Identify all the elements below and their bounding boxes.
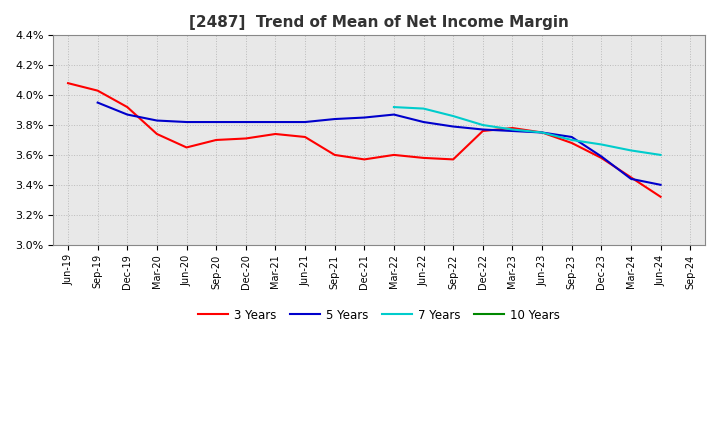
5 Years xyxy=(626,176,635,181)
5 Years xyxy=(479,127,487,132)
5 Years xyxy=(123,112,132,117)
3 Years xyxy=(419,155,428,161)
5 Years xyxy=(94,100,102,105)
7 Years xyxy=(538,130,546,135)
7 Years xyxy=(390,104,398,110)
5 Years xyxy=(241,119,250,125)
5 Years xyxy=(597,154,606,159)
5 Years xyxy=(301,119,310,125)
5 Years xyxy=(182,119,191,125)
3 Years xyxy=(94,88,102,93)
3 Years xyxy=(301,134,310,139)
5 Years xyxy=(271,119,280,125)
Line: 7 Years: 7 Years xyxy=(394,107,660,155)
5 Years xyxy=(449,124,457,129)
5 Years xyxy=(656,182,665,187)
5 Years xyxy=(538,130,546,135)
3 Years xyxy=(508,125,517,131)
3 Years xyxy=(360,157,369,162)
7 Years xyxy=(508,127,517,132)
3 Years xyxy=(241,136,250,141)
3 Years xyxy=(153,132,161,137)
3 Years xyxy=(390,152,398,158)
5 Years xyxy=(212,119,220,125)
Legend: 3 Years, 5 Years, 7 Years, 10 Years: 3 Years, 5 Years, 7 Years, 10 Years xyxy=(194,304,564,326)
7 Years xyxy=(449,114,457,119)
3 Years xyxy=(626,175,635,180)
3 Years xyxy=(182,145,191,150)
3 Years xyxy=(567,140,576,146)
5 Years xyxy=(508,128,517,134)
5 Years xyxy=(567,134,576,139)
3 Years xyxy=(212,137,220,143)
3 Years xyxy=(123,104,132,110)
3 Years xyxy=(656,194,665,199)
7 Years xyxy=(597,142,606,147)
3 Years xyxy=(271,132,280,137)
7 Years xyxy=(419,106,428,111)
7 Years xyxy=(656,152,665,158)
3 Years xyxy=(597,155,606,161)
7 Years xyxy=(626,148,635,153)
Line: 3 Years: 3 Years xyxy=(68,83,660,197)
5 Years xyxy=(419,119,428,125)
3 Years xyxy=(63,81,72,86)
7 Years xyxy=(479,122,487,128)
7 Years xyxy=(567,137,576,143)
Title: [2487]  Trend of Mean of Net Income Margin: [2487] Trend of Mean of Net Income Margi… xyxy=(189,15,569,30)
3 Years xyxy=(479,128,487,134)
3 Years xyxy=(538,130,546,135)
3 Years xyxy=(330,152,339,158)
5 Years xyxy=(390,112,398,117)
Line: 5 Years: 5 Years xyxy=(98,103,660,185)
3 Years xyxy=(449,157,457,162)
5 Years xyxy=(360,115,369,120)
5 Years xyxy=(330,117,339,122)
5 Years xyxy=(153,118,161,123)
